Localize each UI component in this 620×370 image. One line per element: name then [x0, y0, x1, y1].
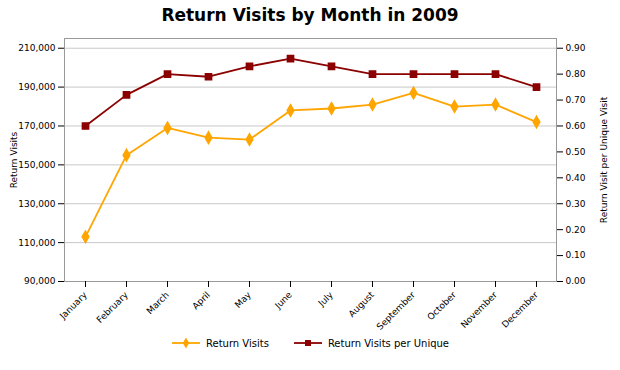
svg-text:0.00: 0.00 — [566, 276, 586, 286]
svg-text:August: August — [347, 289, 377, 319]
svg-text:October: October — [425, 290, 458, 323]
svg-text:Return Visit per Unique Visit: Return Visit per Unique Visit — [599, 96, 609, 223]
html-text:Return Visits: Return Visits — [206, 337, 269, 349]
svg-text:170,000: 170,000 — [18, 121, 55, 131]
svg-text:0.70: 0.70 — [566, 95, 586, 105]
svg-text:0.20: 0.20 — [566, 225, 586, 235]
svg-text:March: March — [144, 290, 170, 316]
svg-text:0.10: 0.10 — [566, 250, 586, 260]
svg-text:0.90: 0.90 — [566, 43, 586, 53]
html-text:Return Visits by Month in 2009: Return Visits by Month in 2009 — [161, 5, 459, 25]
svg-text:90,000: 90,000 — [24, 276, 56, 286]
html-text:Return Visits per Unique: Return Visits per Unique — [327, 337, 449, 349]
svg-text:0.50: 0.50 — [566, 147, 586, 157]
svg-text:November: November — [459, 290, 499, 330]
svg-text:May: May — [233, 289, 254, 310]
svg-text:December: December — [500, 289, 540, 329]
svg-text:September: September — [375, 289, 417, 331]
svg-text:210,000: 210,000 — [18, 43, 55, 53]
svg-text:Return Visits: Return Visits — [9, 131, 19, 188]
svg-text:January: January — [57, 289, 89, 321]
svg-text:0.80: 0.80 — [566, 69, 586, 79]
svg-text:110,000: 110,000 — [18, 238, 55, 248]
svg-text:April: April — [190, 290, 212, 312]
svg-text:February: February — [95, 289, 131, 325]
svg-text:150,000: 150,000 — [18, 160, 55, 170]
svg-text:190,000: 190,000 — [18, 82, 55, 92]
svg-text:June: June — [272, 289, 294, 311]
svg-text:0.30: 0.30 — [566, 199, 586, 209]
svg-text:130,000: 130,000 — [18, 199, 55, 209]
svg-text:July: July — [316, 289, 336, 309]
svg-text:0.60: 0.60 — [566, 121, 586, 131]
svg-text:0.40: 0.40 — [566, 173, 586, 183]
